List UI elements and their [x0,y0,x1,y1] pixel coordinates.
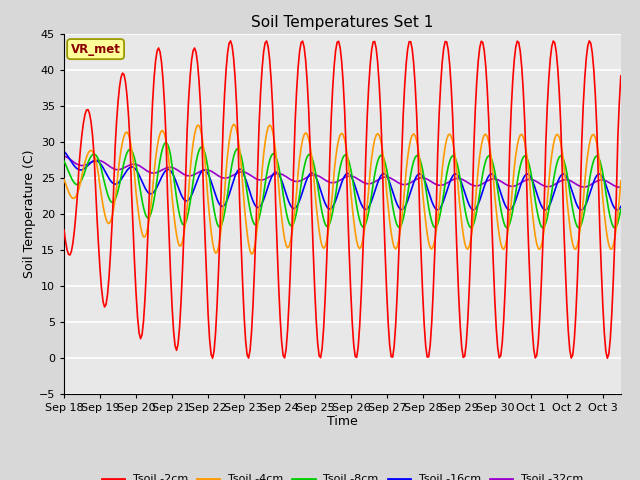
Title: Soil Temperatures Set 1: Soil Temperatures Set 1 [252,15,433,30]
Y-axis label: Soil Temperature (C): Soil Temperature (C) [23,149,36,278]
Text: VR_met: VR_met [70,43,120,56]
X-axis label: Time: Time [327,415,358,429]
Legend: Tsoil -2cm, Tsoil -4cm, Tsoil -8cm, Tsoil -16cm, Tsoil -32cm: Tsoil -2cm, Tsoil -4cm, Tsoil -8cm, Tsoi… [97,470,588,480]
